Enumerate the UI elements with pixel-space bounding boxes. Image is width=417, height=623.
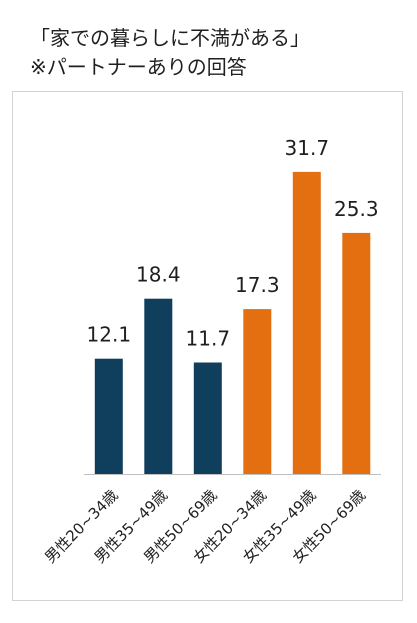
bar-4 xyxy=(243,309,272,474)
chart-subtitle: ※パートナーありの回答 xyxy=(30,55,247,79)
chart-title-block: 「家での暮らしに不満がある」 ※パートナーありの回答 xyxy=(30,24,390,82)
value-label-2: 18.4 xyxy=(136,263,181,287)
value-label-5: 31.7 xyxy=(285,136,330,160)
bar-2 xyxy=(144,298,173,474)
chart-title: 「家での暮らしに不満がある」 xyxy=(30,26,310,50)
value-label-4: 17.3 xyxy=(235,273,280,297)
bar-5 xyxy=(292,171,321,474)
chart-frame xyxy=(12,91,403,601)
bar-3 xyxy=(193,362,222,474)
value-label-6: 25.3 xyxy=(334,197,379,221)
bars-group xyxy=(94,171,371,474)
bar-1 xyxy=(94,358,123,474)
bar-6 xyxy=(342,232,371,474)
value-label-3: 11.7 xyxy=(186,327,231,351)
value-label-1: 12.1 xyxy=(87,323,132,347)
category-labels-group: 男性20~34歳男性35~49歳男性50~69歳女性20~34歳女性35~49歳… xyxy=(41,486,369,566)
value-labels-group: 12.1 18.4 11.7 17.3 31.7 25.3 xyxy=(87,136,379,351)
